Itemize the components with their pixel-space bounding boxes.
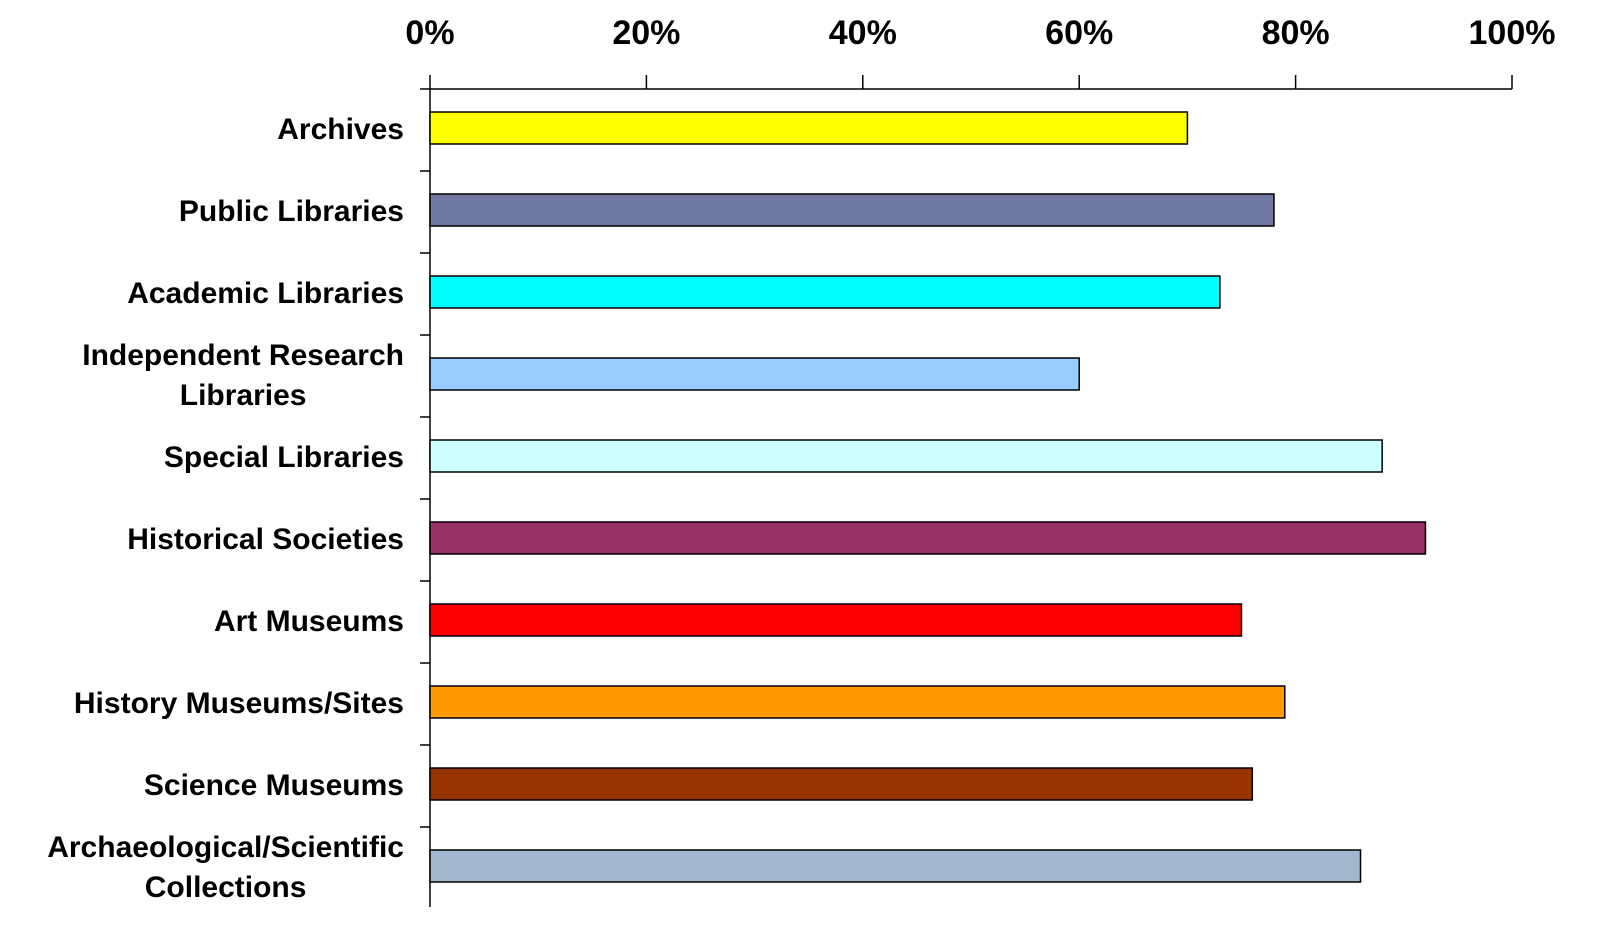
- category-label: Independent Research: [82, 339, 404, 372]
- bar: [429, 849, 1362, 883]
- category-label: Academic Libraries: [127, 277, 404, 310]
- x-tick-label: 100%: [1469, 14, 1556, 52]
- category-label: History Museums/Sites: [74, 687, 404, 720]
- category-label: Archaeological/Scientific: [47, 831, 404, 864]
- bars: [429, 111, 1427, 883]
- x-tick-label: 40%: [829, 14, 897, 52]
- category-label: Special Libraries: [164, 441, 404, 474]
- bar: [429, 357, 1080, 391]
- category-label: Archives: [277, 113, 404, 146]
- bar: [429, 439, 1383, 473]
- bar: [429, 275, 1221, 309]
- x-tick-label: 0%: [405, 14, 454, 52]
- x-tick-label: 60%: [1045, 14, 1113, 52]
- category-label: Historical Societies: [127, 523, 404, 556]
- category-label: Art Museums: [214, 605, 404, 638]
- bar: [429, 193, 1275, 227]
- bar: [429, 111, 1189, 145]
- bar: [429, 521, 1427, 555]
- category-label: Public Libraries: [179, 195, 404, 228]
- x-tick-label: 20%: [612, 14, 680, 52]
- bar: [429, 767, 1254, 801]
- category-label: Collections: [145, 871, 307, 904]
- bar: [429, 603, 1243, 637]
- category-labels: Archives Public Libraries Academic Librari…: [47, 113, 404, 904]
- x-tick-label: 80%: [1262, 14, 1330, 52]
- bar: [429, 685, 1286, 719]
- y-axis: [420, 88, 431, 907]
- category-label: Libraries: [180, 379, 307, 412]
- x-axis: 0% 20% 40% 60% 80% 100%: [405, 14, 1556, 90]
- category-label: Science Museums: [144, 769, 404, 802]
